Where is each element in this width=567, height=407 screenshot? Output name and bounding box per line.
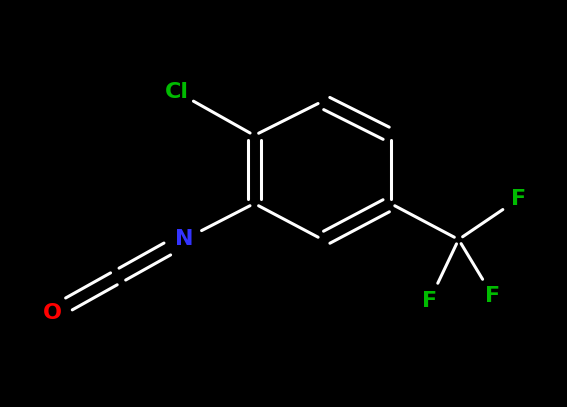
Text: Cl: Cl	[164, 82, 188, 102]
Text: F: F	[485, 286, 500, 306]
Text: F: F	[422, 291, 437, 311]
Text: F: F	[511, 188, 527, 209]
Text: N: N	[175, 230, 193, 249]
Text: O: O	[43, 304, 61, 324]
